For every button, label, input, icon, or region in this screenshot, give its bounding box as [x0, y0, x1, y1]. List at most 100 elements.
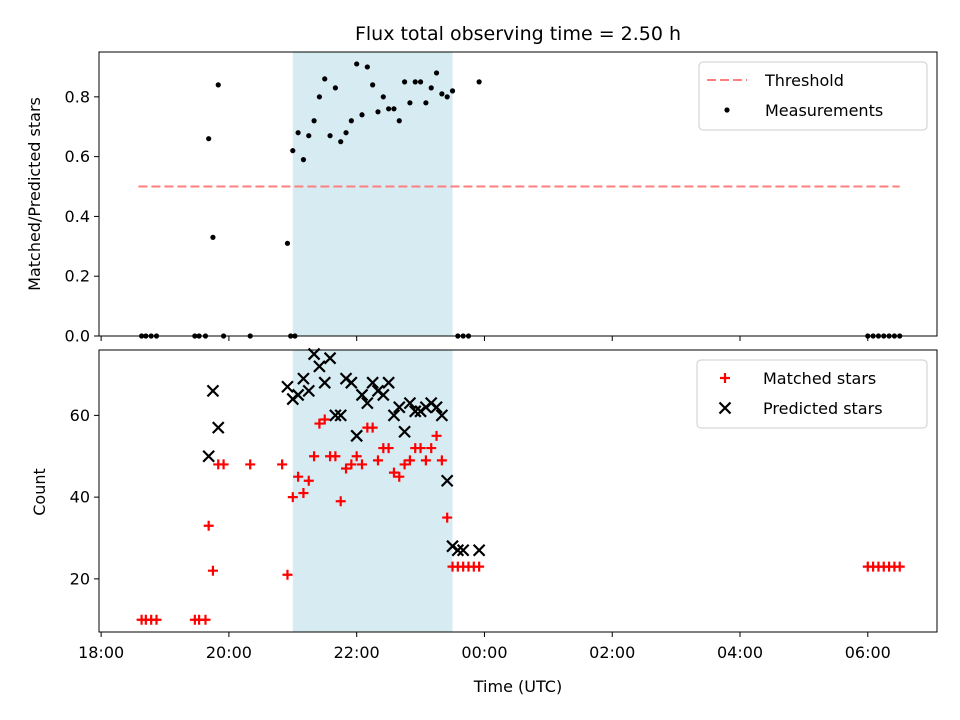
matched-stars-point	[431, 430, 442, 441]
top-y-axis-label: Matched/Predicted stars	[25, 97, 44, 291]
y-tick-label: 0.2	[65, 267, 90, 286]
legend-matched-swatch	[720, 373, 730, 383]
matched-stars-point	[415, 443, 426, 454]
matched-stars-point	[293, 471, 304, 482]
y-tick-label: 0.4	[65, 207, 90, 226]
measurement-point	[311, 118, 317, 124]
legend-label: Measurements	[765, 101, 883, 120]
y-tick-label: 0.8	[65, 87, 90, 106]
legend-label: Matched stars	[763, 369, 876, 388]
matched-stars-point	[282, 569, 293, 580]
measurement-point	[401, 79, 408, 85]
measurement-point	[444, 94, 450, 100]
matched-stars-point	[383, 443, 394, 454]
matched-stars-point	[346, 459, 357, 470]
matched-stars-point	[442, 512, 453, 523]
predicted-stars-point	[472, 543, 486, 557]
predicted-stars-point	[281, 380, 294, 394]
matched-stars-point	[404, 455, 415, 466]
matched-stars-point	[341, 463, 352, 474]
x-tick-label: 18:00	[78, 643, 124, 662]
predicted-stars-point	[329, 409, 342, 422]
x-tick-label: 22:00	[334, 643, 380, 662]
measurement-point	[386, 106, 392, 112]
measurement-point	[284, 240, 291, 246]
measurement-point	[316, 94, 323, 100]
predicted-stars-point	[334, 409, 347, 422]
y-tick-label: 0.6	[65, 147, 90, 166]
measurement-point	[370, 82, 376, 88]
predicted-stars-point	[377, 388, 390, 402]
predicted-stars-point	[355, 388, 369, 402]
measurement-point	[306, 133, 312, 139]
matched-stars-point	[388, 467, 399, 478]
predicted-stars-point	[366, 376, 379, 389]
x-tick-label: 04:00	[717, 643, 763, 662]
measurement-point	[332, 85, 338, 91]
predicted-stars-point	[202, 449, 215, 463]
matched-stars-point	[474, 561, 485, 572]
matched-stars-point	[287, 492, 298, 503]
measurement-point	[348, 118, 354, 124]
predicted-stars-point	[456, 543, 470, 557]
predicted-stars-point	[403, 396, 417, 410]
matched-stars-point	[367, 422, 378, 433]
measurement-point	[396, 118, 402, 124]
predicted-stars-point	[206, 384, 220, 398]
predicted-stars-point	[408, 405, 422, 418]
measurement-point	[380, 94, 386, 100]
measurement-point	[206, 136, 212, 142]
predicted-stars-point	[350, 429, 363, 443]
matched-stars-point	[394, 471, 405, 482]
matched-stars-point	[309, 451, 320, 462]
bottom-panel: 20 40 60 18:00 20:00 22:00 00:00 02:00 04:00 06:0…	[70, 347, 938, 662]
measurement-point	[300, 157, 307, 163]
measurement-point	[295, 130, 301, 136]
measurement-point	[423, 100, 429, 106]
observing-window-shade	[292, 52, 453, 336]
y-tick-label: 60	[70, 406, 90, 425]
measurement-point	[327, 133, 333, 139]
legend-measurement-swatch	[724, 107, 730, 113]
chart-title: Flux total observing time = 2.50 h	[355, 23, 681, 45]
top-panel: 0.0 0.2 0.4 0.6 0.8 Threshold Measurements	[65, 51, 938, 346]
matched-stars-point	[218, 459, 229, 470]
legend-label: Predicted stars	[763, 399, 883, 418]
matched-stars-point	[319, 414, 330, 425]
measurement-point	[412, 79, 418, 85]
x-tick-label: 00:00	[461, 643, 507, 662]
y-tick-label: 0.0	[65, 327, 90, 346]
matched-stars-point	[298, 488, 309, 499]
matched-stars-point	[277, 459, 288, 470]
predicted-stars-point	[318, 376, 332, 389]
matched-stars-point	[436, 455, 447, 466]
measurement-point	[210, 234, 216, 240]
measurement-point	[407, 100, 413, 106]
measurement-point	[428, 85, 434, 91]
matched-stars-point	[151, 614, 162, 625]
predicted-stars-point	[392, 400, 406, 414]
predicted-stars-point	[345, 376, 358, 389]
measurement-point	[343, 130, 349, 136]
matched-stars-point	[335, 496, 346, 507]
predicted-stars-point	[435, 409, 449, 422]
measurement-point	[354, 61, 360, 67]
matched-stars-point	[399, 459, 410, 470]
measurement-point	[359, 112, 365, 118]
predicted-stars-point	[302, 384, 316, 398]
y-tick-label: 40	[70, 488, 90, 507]
measurement-point	[417, 79, 424, 85]
measurement-point	[391, 106, 397, 112]
measurement-point	[322, 76, 328, 82]
measurement-point	[433, 70, 440, 76]
matched-stars-point	[426, 443, 437, 454]
matched-stars-point	[314, 418, 325, 429]
x-tick-label: 06:00	[845, 643, 891, 662]
measurement-point	[449, 88, 456, 94]
matched-stars-point	[372, 455, 383, 466]
legend-predicted-swatch	[718, 401, 732, 415]
predicted-stars-point	[323, 351, 337, 365]
x-tick-label: 20:00	[206, 643, 252, 662]
predicted-stars-point	[297, 372, 310, 385]
